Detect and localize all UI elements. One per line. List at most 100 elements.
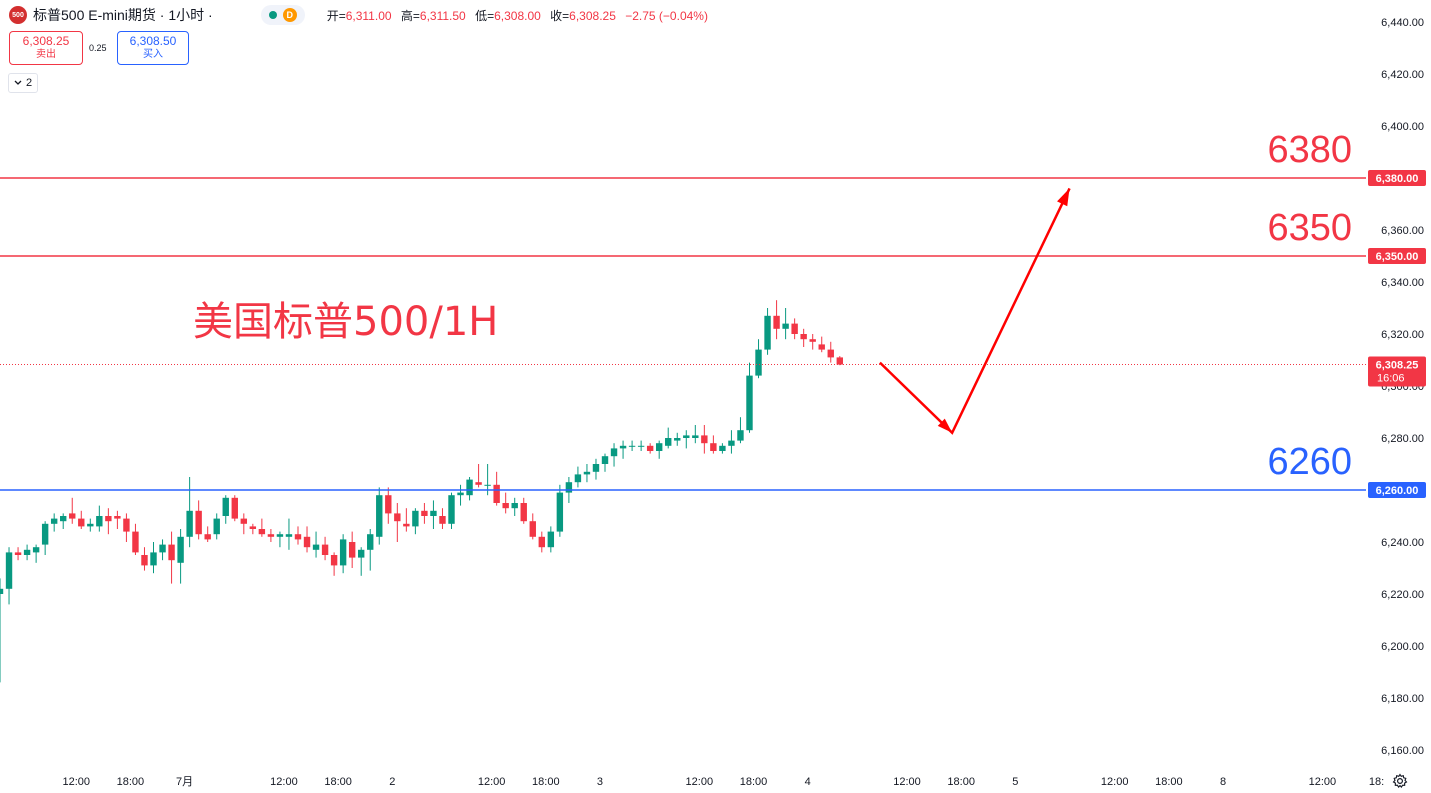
time-tick-label[interactable]: 18:00 (740, 776, 768, 788)
time-tick-label[interactable]: 18:00 (1155, 776, 1183, 788)
indicators-toggle-button[interactable]: 2 (8, 73, 38, 93)
candle-body (159, 544, 166, 553)
time-tick-label[interactable]: 18:00 (947, 776, 975, 788)
buy-button[interactable]: 6,308.50 买入 (117, 31, 189, 65)
candle (348, 531, 356, 568)
candle (610, 443, 618, 467)
price-tick-label[interactable]: 6,160.00 (1381, 745, 1424, 757)
candle (32, 544, 40, 563)
price-tick-label[interactable]: 6,200.00 (1381, 641, 1424, 653)
candle-body (484, 484, 491, 486)
candle-body (457, 492, 464, 496)
candle-body (69, 513, 76, 519)
buy-label: 买入 (143, 49, 163, 60)
time-tick-label[interactable]: 7月 (176, 776, 193, 788)
price-tick-label[interactable]: 6,360.00 (1381, 225, 1424, 237)
spread-value: 0.25 (89, 43, 107, 53)
candle-body (773, 315, 780, 329)
time-tick-label[interactable]: 12:00 (62, 776, 90, 788)
price-tick-label[interactable]: 6,340.00 (1381, 277, 1424, 289)
price-tick-label[interactable]: 6,240.00 (1381, 537, 1424, 549)
time-tick-label[interactable]: 2 (389, 776, 395, 788)
candle (701, 425, 708, 454)
candle-body (339, 539, 347, 566)
candle (430, 500, 437, 529)
candle (276, 531, 284, 548)
time-tick-label[interactable]: 18:00 (324, 776, 352, 788)
price-tick-label[interactable]: 6,180.00 (1381, 693, 1424, 705)
chart-settings-button[interactable] (1391, 772, 1409, 790)
candle-body (665, 438, 672, 446)
candle-body (818, 344, 825, 350)
candle (592, 458, 600, 480)
candle (574, 466, 582, 488)
candle (674, 432, 681, 446)
candle-body (213, 518, 220, 535)
candle-body (791, 323, 798, 334)
price-tag-6260 (1368, 482, 1426, 498)
candle (267, 529, 275, 542)
candle-body (421, 510, 428, 516)
time-tick-label[interactable]: 12:00 (686, 776, 714, 788)
candle-body (728, 440, 735, 446)
candle-body (41, 523, 49, 545)
market-status[interactable]: D (260, 5, 305, 25)
time-tick-label[interactable]: 12:00 (478, 776, 506, 788)
time-tick-label[interactable]: 3 (597, 776, 603, 788)
candle-body (547, 531, 555, 548)
candle (249, 523, 257, 535)
candle (601, 453, 609, 472)
candle-body (96, 516, 103, 527)
gear-icon (1392, 773, 1408, 788)
candle-body (511, 503, 518, 509)
price-tick-label[interactable]: 6,220.00 (1381, 589, 1424, 601)
candle (466, 477, 473, 501)
last-price-label: 6,308.25 (1376, 360, 1419, 372)
open-value: 6,311.00 (345, 8, 392, 23)
time-tick-label[interactable]: 4 (805, 776, 811, 788)
sell-button[interactable]: 6,308.25 卖出 (9, 31, 83, 65)
price-axis[interactable]: 6,440.00 6,420.00 6,400.00 6,380.00 6,360.00… (1368, 17, 1426, 757)
price-tick-label[interactable]: 6,280.00 (1381, 433, 1424, 445)
candle-body (674, 438, 681, 441)
time-axis[interactable]: 12:00 18:00 7月 12:00 18:00 2 12:00 18:00 3 12:00 1… (62, 776, 1384, 788)
candle-body (231, 497, 238, 519)
symbol-logo-icon[interactable]: 500 (9, 6, 27, 24)
time-tick-label[interactable]: 18:00 (532, 776, 560, 788)
candle-body (276, 534, 284, 537)
price-tick-label[interactable]: 6,400.00 (1381, 121, 1424, 133)
time-tick-label[interactable]: 12:00 (270, 776, 298, 788)
price-tick-label[interactable]: 6,420.00 (1381, 69, 1424, 81)
time-tick-label[interactable]: 5 (1012, 776, 1018, 788)
level-annotation-6260: 6260 (1267, 441, 1352, 483)
candle (737, 417, 744, 444)
symbol-title[interactable]: 标普500 E-mini期货 · 1小时 · (33, 7, 213, 23)
candle (96, 505, 103, 532)
time-tick-label[interactable]: 18: (1369, 776, 1384, 788)
annotations-layer: 美国标普500/1H (193, 187, 1071, 435)
buy-price: 6,308.50 (129, 34, 177, 48)
time-tick-label[interactable]: 12:00 (1101, 776, 1129, 788)
candle (159, 539, 166, 561)
candle (782, 308, 789, 340)
candle-body (502, 503, 509, 509)
candle-body (583, 471, 591, 475)
close-label: 收= (550, 8, 570, 23)
candle-body (141, 555, 148, 566)
time-tick-label[interactable]: 8 (1220, 776, 1226, 788)
candle (222, 495, 229, 524)
candle-body (592, 464, 600, 472)
time-tick-label[interactable]: 12:00 (893, 776, 921, 788)
price-tick-label[interactable]: 6,440.00 (1381, 17, 1424, 29)
time-tick-label[interactable]: 18:00 (117, 776, 145, 788)
time-tick-label[interactable]: 12:00 (1309, 776, 1337, 788)
candle (213, 513, 220, 540)
candle-body (448, 495, 455, 524)
candle-body (168, 544, 175, 561)
candle (376, 487, 383, 545)
price-tag-label-6380: 6,380.00 (1376, 173, 1419, 185)
price-tick-label[interactable]: 6,320.00 (1381, 329, 1424, 341)
candle (502, 492, 509, 514)
candle (547, 526, 555, 553)
